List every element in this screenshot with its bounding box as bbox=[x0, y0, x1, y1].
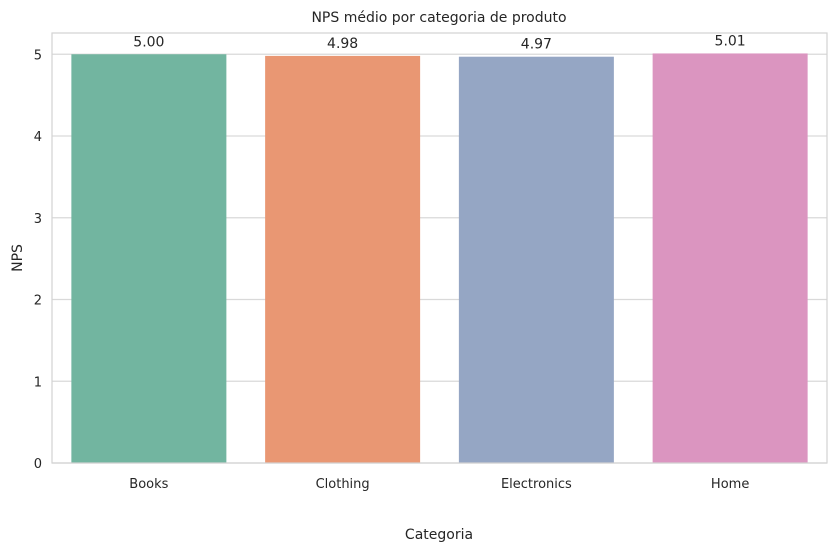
y-tick-label: 0 bbox=[34, 457, 42, 472]
bars bbox=[71, 53, 808, 464]
x-tick-label: Clothing bbox=[316, 477, 370, 492]
bar-clothing bbox=[265, 55, 421, 463]
bar-books bbox=[71, 54, 227, 463]
x-tick-label: Home bbox=[711, 477, 749, 492]
y-tick-label: 3 bbox=[34, 212, 42, 227]
plot-border bbox=[51, 32, 828, 464]
y-tick-label: 5 bbox=[34, 48, 42, 63]
data-labels: 5.00 4.98 4.97 5.01 bbox=[133, 33, 745, 52]
bar-electronics bbox=[458, 56, 614, 464]
data-label: 4.98 bbox=[327, 36, 358, 52]
x-axis-label: Categoria bbox=[405, 527, 473, 543]
y-tick-label: 4 bbox=[34, 130, 42, 145]
data-label: 5.01 bbox=[715, 33, 746, 49]
y-tick-labels: 0 1 2 3 4 5 bbox=[34, 48, 42, 472]
data-label: 4.97 bbox=[521, 37, 552, 53]
bar-home bbox=[652, 53, 808, 464]
y-axis-label: NPS bbox=[10, 244, 26, 272]
data-label: 5.00 bbox=[133, 34, 164, 50]
y-tick-label: 1 bbox=[34, 375, 42, 390]
x-tick-label: Electronics bbox=[501, 477, 572, 492]
y-tick-label: 2 bbox=[34, 294, 42, 309]
x-tick-labels: Books Clothing Electronics Home bbox=[129, 477, 749, 492]
x-tick-label: Books bbox=[129, 477, 168, 492]
plot-frame bbox=[51, 32, 828, 464]
chart-title: NPS médio por categoria de produto bbox=[311, 10, 566, 26]
